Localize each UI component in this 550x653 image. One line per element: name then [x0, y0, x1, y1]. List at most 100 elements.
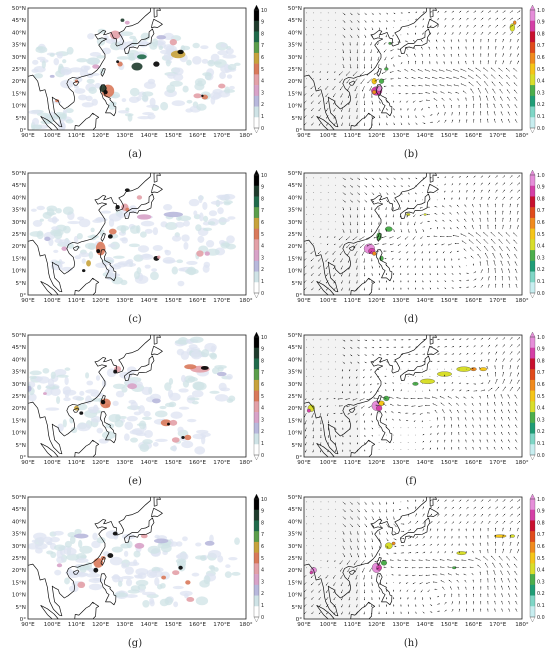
wind-arrow-head [480, 608, 482, 610]
colorbar-swatch [530, 390, 535, 402]
wind-arrow-head [425, 574, 427, 576]
wind-arrow-head [406, 252, 408, 254]
precip-light-area [111, 575, 121, 580]
wind-arrow-head [451, 266, 453, 268]
wind-arrow-head [311, 583, 313, 586]
precip-light-area [177, 426, 184, 433]
wind-arrow-head [439, 396, 442, 398]
wind-arrow-head [430, 228, 432, 230]
wind-arrow-head [351, 21, 353, 23]
wind-arrow-head [356, 103, 358, 106]
precip-light-area [105, 268, 114, 275]
precip-light-area [78, 539, 83, 549]
wind-arrow-head [472, 53, 474, 55]
wind-arrow-head [365, 518, 367, 520]
wind-arrow-head [423, 551, 426, 553]
precip-cell [153, 538, 169, 544]
wind-arrow-head [318, 102, 320, 104]
wind-arrow-head [501, 276, 503, 278]
wind-arrow-head [373, 397, 375, 399]
map-c: 10987654321050°N45°N40°N35°N30°N25°N20°N… [12, 169, 267, 304]
wind-calm-dot [313, 78, 315, 80]
wind-calm-dot [313, 206, 315, 208]
colorbar-swatch [254, 10, 259, 22]
lat-tick-label: 5°N [291, 116, 302, 122]
lat-tick-label: 50°N [288, 6, 302, 12]
wind-arrow-head [341, 110, 343, 112]
precip-light-area [202, 72, 212, 77]
wind-calm-dot [407, 434, 409, 436]
wind-arrow-head [345, 398, 347, 400]
wind-calm-dot [327, 545, 329, 547]
lat-tick-label: 10°N [288, 269, 302, 275]
colorbar-swatch [254, 74, 259, 86]
wind-arrow-head [433, 98, 435, 100]
colorbar-outline [253, 174, 260, 294]
wind-arrow-head [486, 111, 489, 113]
colorbar-extend-bottom [253, 616, 260, 623]
wind-arrow-head [488, 182, 490, 184]
wind-arrow-head [340, 88, 342, 91]
wind-arrow-head [373, 73, 376, 75]
wind-arrow-head [371, 110, 373, 112]
wind-arrow-head [377, 51, 379, 53]
wind-arrow-head [398, 93, 400, 95]
wind-calm-dot [313, 19, 315, 21]
wind-arrow-head [482, 382, 484, 384]
precip-light-area [208, 352, 217, 358]
wind-arrow-head [457, 61, 460, 63]
lon-tick-label: 140°E [141, 622, 158, 628]
map-g: 10987654321050°N45°N40°N35°N30°N25°N20°N… [12, 493, 267, 628]
wind-arrow-head [435, 104, 438, 107]
wind-arrow-head [422, 441, 424, 443]
precip-light-area [192, 55, 202, 65]
wind-arrow-head [403, 530, 405, 532]
wind-arrow-head [465, 39, 467, 41]
precip-cell [44, 236, 51, 242]
precip-light-area [107, 243, 116, 248]
wind-arrow-head [364, 110, 366, 112]
wind-arrow-head [487, 217, 489, 219]
wind-arrow-head [506, 239, 508, 241]
wind-index-cell [423, 213, 427, 216]
wind-arrow-head [326, 605, 328, 608]
wind-arrow-head [436, 227, 439, 229]
wind-arrow-head [344, 36, 346, 38]
wind-arrow-head [311, 116, 313, 119]
wind-arrow-head [442, 409, 444, 411]
wind-arrow-head [394, 12, 396, 14]
wind-arrow-head [467, 32, 469, 34]
wind-arrow-head [372, 13, 374, 15]
wind-arrow-head [416, 123, 418, 125]
wind-arrow-head [379, 193, 382, 195]
precip-light-area [128, 243, 140, 248]
lon-tick-label: 150°E [441, 298, 458, 304]
wind-calm-dot [306, 567, 307, 569]
precip-light-area [36, 46, 44, 50]
wind-arrow-head [407, 273, 409, 275]
wind-arrow [468, 81, 474, 87]
precip-light-area [197, 235, 205, 243]
wind-arrow-head [473, 197, 475, 199]
precip-field [28, 8, 241, 130]
wind-arrow-head [399, 258, 401, 260]
precip-light-area [225, 564, 231, 569]
colorbar-swatch [530, 217, 535, 229]
precip-light-area [149, 600, 155, 607]
wind-calm-dot [429, 383, 431, 385]
wind-arrow-head [432, 574, 434, 576]
wind-arrow-head [305, 451, 307, 453]
wind-arrow-head [363, 369, 365, 371]
wind-calm-dot [407, 368, 409, 370]
wind-arrow-head [335, 428, 337, 430]
wind-arrow-head [515, 409, 517, 411]
wind-arrow-head [319, 71, 321, 73]
wind-arrow-head [494, 534, 497, 537]
wind-arrow-head [356, 377, 358, 379]
precip-light-area [86, 78, 95, 84]
wind-arrow-head [325, 88, 327, 90]
wind-arrow-head [371, 267, 373, 269]
wind-arrow-head [517, 535, 519, 537]
lon-tick-label: 140°E [417, 133, 434, 139]
precip-light-area [162, 32, 175, 41]
